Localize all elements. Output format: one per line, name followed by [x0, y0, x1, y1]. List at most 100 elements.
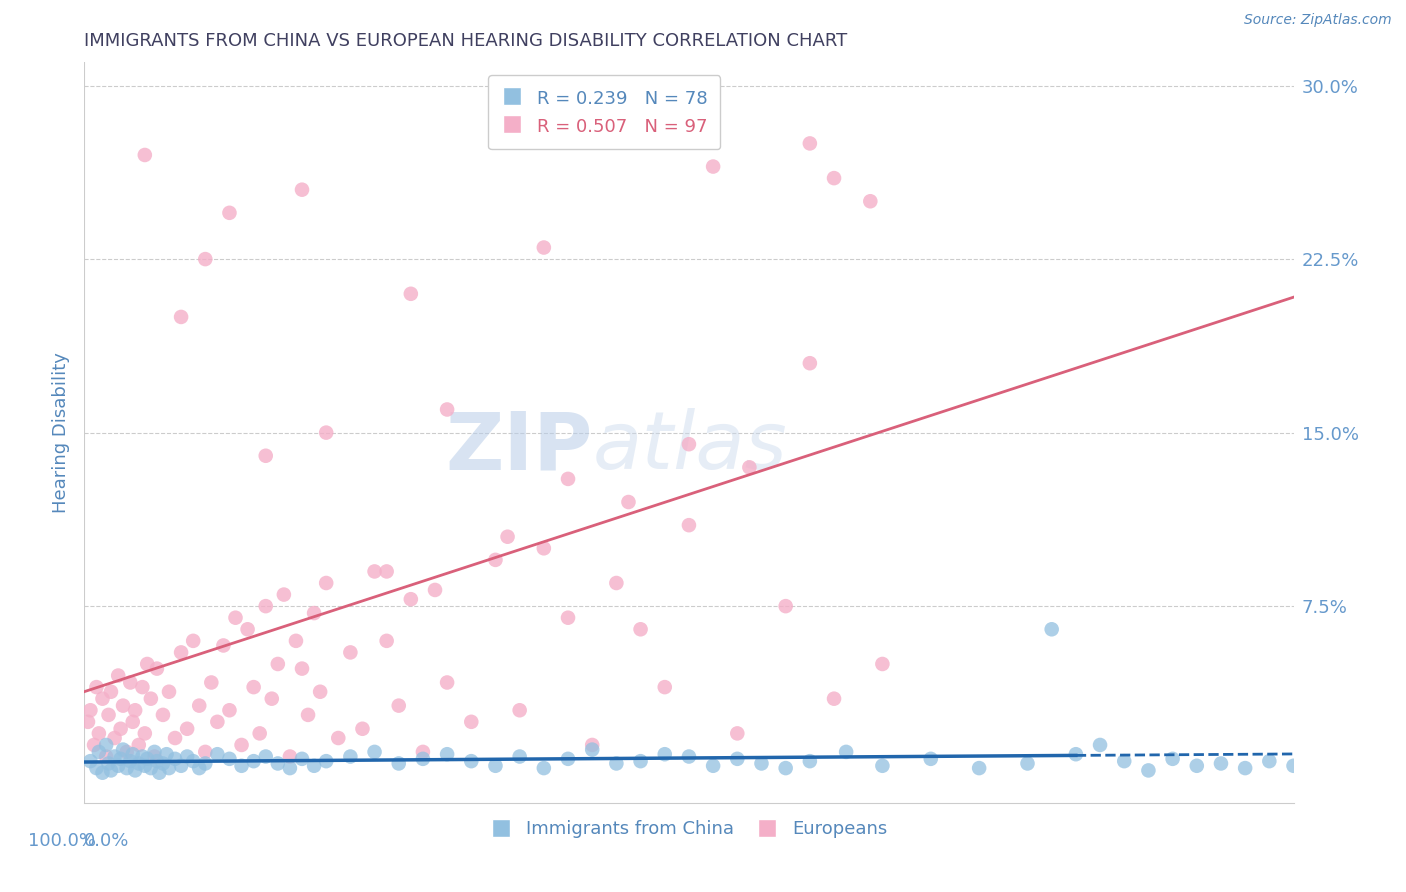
Point — [242, 680, 264, 694]
Point — [375, 565, 398, 579]
Point — [460, 714, 482, 729]
Point — [339, 645, 361, 659]
Point — [176, 749, 198, 764]
Point — [94, 749, 117, 764]
Point — [218, 206, 240, 220]
Point — [104, 731, 127, 745]
Point — [254, 599, 277, 614]
Point — [291, 183, 314, 197]
Point — [654, 747, 676, 762]
Text: ZIP: ZIP — [444, 409, 592, 486]
Point — [152, 707, 174, 722]
Point — [94, 738, 117, 752]
Point — [110, 752, 132, 766]
Point — [79, 703, 101, 717]
Point — [702, 758, 724, 772]
Point — [775, 761, 797, 775]
Point — [97, 756, 120, 771]
Point — [100, 685, 122, 699]
Point — [496, 530, 519, 544]
Point — [218, 752, 240, 766]
Legend: Immigrants from China, Europeans: Immigrants from China, Europeans — [484, 814, 894, 846]
Point — [236, 622, 259, 636]
Point — [1088, 738, 1111, 752]
Point — [152, 756, 174, 771]
Point — [967, 761, 990, 775]
Point — [194, 745, 217, 759]
Point — [170, 758, 193, 772]
Point — [120, 754, 142, 768]
Point — [136, 657, 159, 671]
Point — [1017, 756, 1039, 771]
Point — [112, 698, 135, 713]
Text: 0.0%: 0.0% — [84, 832, 129, 850]
Point — [291, 662, 314, 676]
Point — [630, 754, 652, 768]
Point — [436, 747, 458, 762]
Point — [1209, 756, 1232, 771]
Point — [460, 754, 482, 768]
Point — [242, 754, 264, 768]
Point — [315, 425, 337, 440]
Point — [835, 745, 858, 759]
Point — [678, 749, 700, 764]
Point — [87, 726, 110, 740]
Point — [423, 582, 446, 597]
Point — [107, 758, 129, 772]
Point — [436, 402, 458, 417]
Point — [605, 576, 627, 591]
Point — [328, 731, 350, 745]
Point — [630, 622, 652, 636]
Point — [115, 745, 138, 759]
Point — [115, 761, 138, 775]
Point — [110, 722, 132, 736]
Point — [799, 754, 821, 768]
Point — [509, 749, 531, 764]
Point — [1161, 752, 1184, 766]
Point — [278, 749, 301, 764]
Point — [104, 749, 127, 764]
Point — [533, 761, 555, 775]
Point — [823, 691, 845, 706]
Point — [751, 756, 773, 771]
Point — [91, 691, 114, 706]
Point — [194, 252, 217, 266]
Point — [315, 576, 337, 591]
Point — [352, 722, 374, 736]
Point — [86, 680, 108, 694]
Point — [775, 599, 797, 614]
Y-axis label: Hearing Disability: Hearing Disability — [52, 352, 70, 513]
Point — [134, 758, 156, 772]
Point — [1114, 754, 1136, 768]
Point — [225, 611, 247, 625]
Point — [131, 680, 153, 694]
Point — [157, 761, 180, 775]
Point — [309, 685, 332, 699]
Point — [188, 761, 211, 775]
Point — [83, 738, 105, 752]
Point — [823, 171, 845, 186]
Point — [188, 698, 211, 713]
Point — [143, 745, 166, 759]
Point — [181, 633, 204, 648]
Point — [231, 738, 253, 752]
Point — [97, 707, 120, 722]
Point — [339, 749, 361, 764]
Point — [1258, 754, 1281, 768]
Point — [79, 754, 101, 768]
Point — [654, 680, 676, 694]
Point — [148, 765, 170, 780]
Point — [124, 703, 146, 717]
Point — [388, 698, 411, 713]
Point — [484, 553, 506, 567]
Point — [176, 722, 198, 736]
Text: Source: ZipAtlas.com: Source: ZipAtlas.com — [1244, 13, 1392, 28]
Point — [212, 639, 235, 653]
Point — [170, 645, 193, 659]
Point — [581, 742, 603, 756]
Point — [157, 685, 180, 699]
Text: atlas: atlas — [592, 409, 787, 486]
Point — [412, 752, 434, 766]
Point — [302, 606, 325, 620]
Point — [155, 747, 177, 762]
